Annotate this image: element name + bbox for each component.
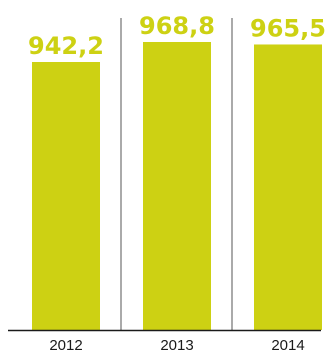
category-dividers <box>120 18 233 330</box>
category-label-2013: 2013 <box>160 337 193 354</box>
value-label-2012: 942,2 <box>28 32 104 60</box>
value-label-2014: 965,5 <box>250 14 326 42</box>
bar-2012 <box>32 62 100 330</box>
bar-2014 <box>254 44 322 331</box>
value-label-2013: 968,8 <box>139 12 215 40</box>
bars-group <box>32 41 322 331</box>
category-label-2014: 2014 <box>271 337 304 354</box>
category-label-2012: 2012 <box>49 337 82 354</box>
category-labels-group: 2012 2013 2014 <box>49 337 304 354</box>
bar-2013 <box>143 41 211 331</box>
value-labels-group: 942,2 968,8 965,5 <box>28 12 326 60</box>
